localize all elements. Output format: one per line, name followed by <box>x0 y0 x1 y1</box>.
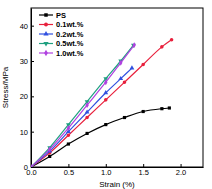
x-axis: 0.00.51.01.52.0 <box>26 164 203 177</box>
series-line <box>31 40 172 167</box>
y-tick: 30 <box>20 57 34 66</box>
x-tick: 2.0 <box>176 164 186 177</box>
series-group <box>31 38 173 167</box>
series-marker <box>118 76 123 80</box>
series-marker <box>67 133 71 137</box>
legend-marker <box>44 50 48 56</box>
y-axis-title: Stress/MPa <box>1 66 10 108</box>
x-tick-label: 2.0 <box>176 168 186 177</box>
series-marker <box>160 45 164 49</box>
x-tick: 1.0 <box>101 164 111 177</box>
series <box>31 44 136 167</box>
series-marker <box>141 63 145 67</box>
series-line <box>31 45 133 167</box>
legend-marker <box>43 42 48 47</box>
series-marker <box>104 123 107 126</box>
legend-label: 0.1wt.% <box>56 20 84 29</box>
series-marker <box>123 116 126 119</box>
series-marker <box>31 164 33 167</box>
series-marker <box>86 132 89 135</box>
legend-marker <box>44 13 47 16</box>
y-tick: 40 <box>20 22 34 31</box>
series-marker <box>104 98 108 102</box>
x-tick-label: 1.5 <box>138 168 148 177</box>
series-marker <box>160 107 163 110</box>
series-line <box>31 108 169 167</box>
legend-marker <box>43 31 48 36</box>
legend-entry: 0.5wt.% <box>39 39 84 48</box>
x-axis-title: Strain (%) <box>99 180 135 189</box>
y-tick-label: 0 <box>24 163 28 172</box>
frame <box>31 8 203 167</box>
y-tick-label: 20 <box>20 92 28 101</box>
series-marker <box>48 155 51 158</box>
series-marker <box>142 110 145 113</box>
legend-label: PS <box>56 11 66 20</box>
y-axis: 0 10 20 30 40 <box>20 9 34 172</box>
y-tick-label: 30 <box>20 57 28 66</box>
series-marker <box>85 109 90 113</box>
series-marker <box>130 65 135 69</box>
series-marker <box>103 90 108 94</box>
series-marker <box>85 102 88 108</box>
x-tick-label: 1.0 <box>101 168 111 177</box>
series-marker <box>119 60 122 66</box>
series-line <box>31 45 134 167</box>
legend-entry: PS <box>39 11 66 20</box>
series <box>31 42 136 167</box>
series <box>31 106 171 167</box>
x-tick-label: 0.5 <box>64 168 74 177</box>
series-marker <box>48 146 51 152</box>
series-marker <box>133 42 136 48</box>
legend-label: 0.2wt.% <box>56 30 84 39</box>
legend-label: 0.5wt.% <box>56 39 84 48</box>
y-tick: 20 <box>20 92 34 101</box>
series <box>31 38 173 167</box>
series-marker <box>67 125 70 131</box>
y-tick-label: 40 <box>20 22 28 31</box>
series-marker <box>123 80 127 84</box>
legend-entry: 0.2wt.% <box>39 30 84 39</box>
legend-label: 1.0wt.% <box>56 49 84 58</box>
series-marker <box>170 38 174 42</box>
legend-marker <box>44 23 48 27</box>
series-marker <box>104 79 107 85</box>
y-tick: 10 <box>20 128 34 137</box>
series-marker <box>168 106 171 109</box>
series-marker <box>67 142 70 145</box>
chart: 0.00.51.01.52.0010203040PS0.1wt.%0.2wt.%… <box>0 0 212 189</box>
series-marker <box>85 116 89 120</box>
y-tick-label: 10 <box>20 128 28 137</box>
legend: PS0.1wt.%0.2wt.%0.5wt.%1.0wt.% <box>39 11 84 58</box>
legend-entry: 0.1wt.% <box>39 20 84 29</box>
legend-entry: 1.0wt.% <box>39 49 84 58</box>
x-tick: 1.5 <box>138 164 148 177</box>
plot-area: 0.00.51.01.52.0010203040PS0.1wt.%0.2wt.%… <box>20 8 204 177</box>
x-tick: 0.5 <box>64 164 74 177</box>
